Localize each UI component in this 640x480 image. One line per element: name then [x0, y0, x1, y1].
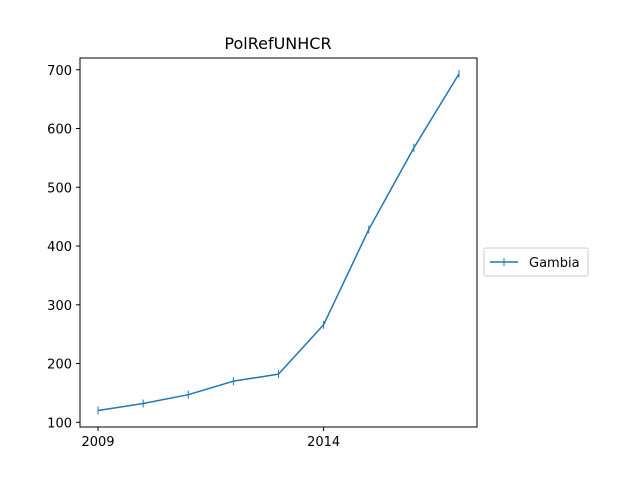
y-tick-label: 400 — [47, 240, 72, 255]
x-axis: 2009 2014 — [81, 427, 340, 450]
series-layer — [97, 69, 460, 415]
legend-label-gambia: Gambia — [529, 256, 580, 271]
y-tick-label: 600 — [47, 123, 72, 138]
y-tick-label: 100 — [47, 416, 72, 431]
plot-area — [79, 57, 478, 428]
y-tick-label: 200 — [47, 358, 72, 373]
y-tick-label: 500 — [47, 181, 72, 196]
y-axis: 100 200 300 400 500 600 700 — [47, 64, 80, 431]
legend-box — [483, 247, 589, 277]
legend: Gambia — [483, 247, 589, 277]
x-tick-label: 2014 — [307, 435, 340, 450]
y-tick-label: 700 — [47, 64, 72, 79]
x-tick-label: 2009 — [81, 435, 114, 450]
chart-title: PolRefUNHCR — [224, 34, 331, 53]
y-tick-label: 300 — [47, 299, 72, 314]
